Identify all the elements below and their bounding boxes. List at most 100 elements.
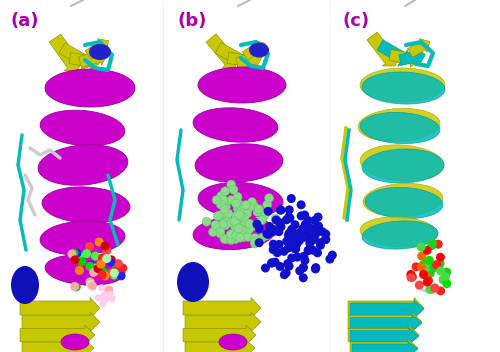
Circle shape [232, 227, 241, 235]
Circle shape [430, 283, 440, 293]
Circle shape [290, 220, 300, 229]
Circle shape [101, 292, 108, 299]
Circle shape [436, 266, 445, 276]
Circle shape [299, 263, 308, 272]
Ellipse shape [193, 108, 278, 142]
Circle shape [244, 225, 254, 234]
Circle shape [328, 251, 337, 259]
Circle shape [220, 187, 230, 196]
Circle shape [287, 194, 296, 203]
Circle shape [254, 238, 264, 247]
Circle shape [221, 221, 230, 230]
Circle shape [273, 248, 282, 257]
Circle shape [234, 210, 244, 219]
Circle shape [300, 210, 309, 220]
Ellipse shape [365, 187, 443, 219]
Circle shape [216, 225, 225, 234]
Circle shape [438, 275, 448, 284]
Circle shape [416, 243, 426, 251]
Circle shape [202, 217, 211, 226]
Circle shape [240, 233, 248, 241]
Circle shape [101, 271, 110, 280]
Circle shape [218, 210, 228, 219]
Circle shape [263, 200, 272, 209]
Circle shape [321, 230, 330, 239]
Circle shape [223, 215, 232, 224]
Circle shape [308, 246, 318, 255]
Circle shape [112, 262, 121, 271]
Circle shape [276, 206, 285, 215]
Circle shape [114, 259, 123, 268]
FancyArrow shape [242, 41, 266, 60]
Circle shape [294, 237, 303, 246]
Circle shape [280, 270, 289, 279]
Circle shape [326, 254, 334, 264]
Ellipse shape [362, 72, 445, 104]
Circle shape [299, 273, 308, 282]
Circle shape [95, 294, 102, 301]
Circle shape [220, 234, 229, 244]
Circle shape [285, 238, 294, 246]
Circle shape [102, 296, 110, 303]
Circle shape [90, 264, 99, 272]
Circle shape [292, 236, 301, 245]
FancyArrow shape [20, 325, 95, 345]
Circle shape [288, 230, 298, 239]
Circle shape [310, 235, 318, 244]
Circle shape [422, 259, 431, 268]
Circle shape [292, 239, 301, 248]
Ellipse shape [45, 69, 135, 107]
Circle shape [282, 237, 292, 246]
Circle shape [296, 211, 306, 220]
Circle shape [226, 230, 235, 239]
Circle shape [427, 241, 436, 250]
Circle shape [434, 240, 442, 249]
Circle shape [232, 220, 240, 228]
Circle shape [74, 252, 84, 261]
Circle shape [261, 264, 270, 272]
Circle shape [70, 256, 80, 264]
Circle shape [280, 247, 288, 256]
Circle shape [287, 225, 296, 234]
Circle shape [72, 249, 82, 258]
Circle shape [294, 235, 303, 244]
Circle shape [86, 262, 94, 271]
Circle shape [227, 180, 236, 189]
FancyArrow shape [50, 34, 82, 71]
FancyArrow shape [236, 50, 262, 68]
Circle shape [288, 253, 296, 263]
FancyArrow shape [377, 40, 410, 66]
Text: (b): (b) [178, 12, 207, 30]
Circle shape [226, 218, 235, 227]
Circle shape [419, 270, 428, 279]
Circle shape [442, 279, 452, 288]
Circle shape [98, 284, 105, 291]
Ellipse shape [198, 67, 286, 103]
Circle shape [87, 261, 96, 270]
FancyArrow shape [85, 39, 108, 59]
Circle shape [86, 277, 94, 286]
Circle shape [298, 224, 307, 233]
Circle shape [292, 231, 301, 240]
Circle shape [428, 263, 438, 272]
Circle shape [275, 218, 284, 227]
Ellipse shape [360, 145, 444, 181]
Text: (a): (a) [11, 12, 40, 30]
Circle shape [290, 244, 300, 253]
Circle shape [311, 264, 320, 274]
Circle shape [234, 202, 244, 211]
Circle shape [290, 233, 299, 242]
Circle shape [294, 229, 304, 238]
Circle shape [284, 231, 293, 240]
Circle shape [213, 212, 222, 221]
Circle shape [85, 242, 94, 251]
Circle shape [212, 196, 221, 205]
Ellipse shape [45, 255, 125, 285]
Circle shape [91, 252, 100, 260]
Circle shape [314, 213, 322, 221]
FancyArrow shape [78, 48, 107, 67]
Circle shape [270, 258, 280, 266]
Circle shape [420, 269, 430, 278]
FancyArrow shape [185, 312, 261, 332]
Circle shape [250, 233, 260, 243]
